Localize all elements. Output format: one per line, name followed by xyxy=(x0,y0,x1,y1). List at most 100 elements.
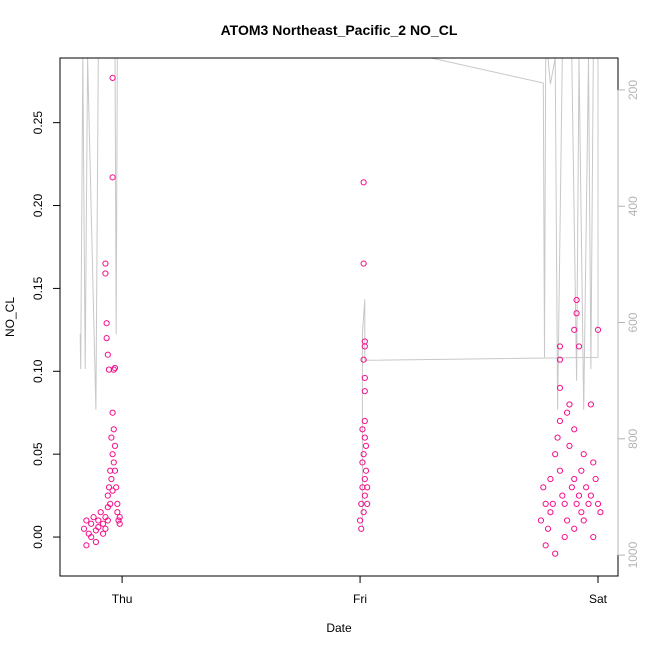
data-point xyxy=(108,434,115,441)
data-point xyxy=(566,442,573,449)
data-point xyxy=(360,356,367,363)
data-point xyxy=(104,351,111,358)
data-point xyxy=(88,533,95,541)
data-point xyxy=(92,538,100,546)
data-point xyxy=(111,442,119,449)
data-point xyxy=(99,520,107,527)
data-point xyxy=(102,260,109,267)
data-point xyxy=(90,514,97,521)
y2-tick-label: 800 xyxy=(626,428,640,448)
data-point xyxy=(360,260,367,267)
data-point xyxy=(592,475,599,483)
data-point xyxy=(537,517,545,524)
y-tick-label: 0.10 xyxy=(31,359,45,383)
data-point xyxy=(103,335,110,342)
data-point xyxy=(556,467,564,474)
data-point xyxy=(561,533,568,541)
data-point xyxy=(554,434,561,441)
data-point xyxy=(360,509,367,516)
data-point xyxy=(361,492,368,499)
data-point xyxy=(104,492,111,499)
data-point xyxy=(594,500,602,507)
data-point xyxy=(108,475,115,483)
data-point xyxy=(583,484,590,491)
data-point xyxy=(107,500,114,507)
data-point xyxy=(585,500,592,507)
data-point xyxy=(114,500,121,507)
data-point xyxy=(552,451,559,458)
data-point xyxy=(361,343,368,350)
data-point xyxy=(110,459,117,466)
data-point xyxy=(578,467,585,474)
data-point xyxy=(568,484,575,491)
data-point xyxy=(95,524,102,531)
y2-tick-label: 600 xyxy=(626,312,640,332)
data-point xyxy=(103,320,110,327)
data-point xyxy=(102,525,109,532)
data-point xyxy=(109,451,116,458)
data-point xyxy=(109,74,116,81)
data-point xyxy=(364,484,371,491)
data-point xyxy=(360,179,367,186)
y-tick-label: 0.25 xyxy=(31,111,45,135)
data-point xyxy=(99,530,107,537)
chart-title: ATOM3 Northeast_Pacific_2 NO_CL xyxy=(221,22,458,38)
data-point xyxy=(549,500,556,507)
data-point xyxy=(542,500,549,507)
y-tick-label: 0.00 xyxy=(31,525,45,549)
data-point xyxy=(83,542,90,549)
data-point xyxy=(544,525,552,532)
data-point xyxy=(362,442,370,449)
x-tick-label: Thu xyxy=(112,592,133,606)
y-tick-label: 0.05 xyxy=(31,442,45,466)
data-point xyxy=(83,517,90,524)
data-point xyxy=(111,467,119,474)
data-point xyxy=(361,417,368,425)
data-point xyxy=(359,426,366,433)
data-point xyxy=(587,492,594,499)
data-point xyxy=(102,270,109,277)
x-tick-label: Sat xyxy=(589,592,608,606)
data-point xyxy=(95,517,102,524)
data-point xyxy=(361,475,368,483)
data-point xyxy=(109,174,116,181)
data-point xyxy=(552,550,559,557)
data-point xyxy=(360,451,367,458)
data-point xyxy=(358,525,365,532)
data-point xyxy=(80,525,88,532)
data-point xyxy=(556,384,564,391)
data-point xyxy=(356,517,364,524)
data-point xyxy=(580,517,587,524)
data-point xyxy=(542,542,549,549)
data-point xyxy=(563,409,571,416)
pressure-line xyxy=(79,58,599,526)
data-point xyxy=(114,509,121,516)
data-point xyxy=(571,426,578,433)
data-point xyxy=(590,459,597,466)
data-point xyxy=(88,520,95,527)
data-point xyxy=(359,459,366,466)
y2-tick-label: 400 xyxy=(626,196,640,216)
data-point xyxy=(109,409,116,416)
data-point xyxy=(556,343,564,350)
data-point xyxy=(547,509,554,516)
data-point xyxy=(540,484,547,491)
data-point xyxy=(113,484,120,491)
data-point xyxy=(361,388,368,395)
data-point xyxy=(573,310,580,317)
data-point xyxy=(575,343,583,350)
data-point xyxy=(364,500,371,507)
data-point xyxy=(571,326,578,333)
data-point xyxy=(575,492,583,499)
data-point xyxy=(573,500,580,507)
data-point xyxy=(110,366,117,373)
data-point xyxy=(111,364,119,372)
data-point xyxy=(97,509,104,516)
data-point xyxy=(563,517,571,524)
data-point xyxy=(580,451,587,458)
data-point xyxy=(105,484,113,491)
data-point xyxy=(556,356,564,363)
data-point xyxy=(110,426,117,433)
data-point xyxy=(578,509,585,516)
